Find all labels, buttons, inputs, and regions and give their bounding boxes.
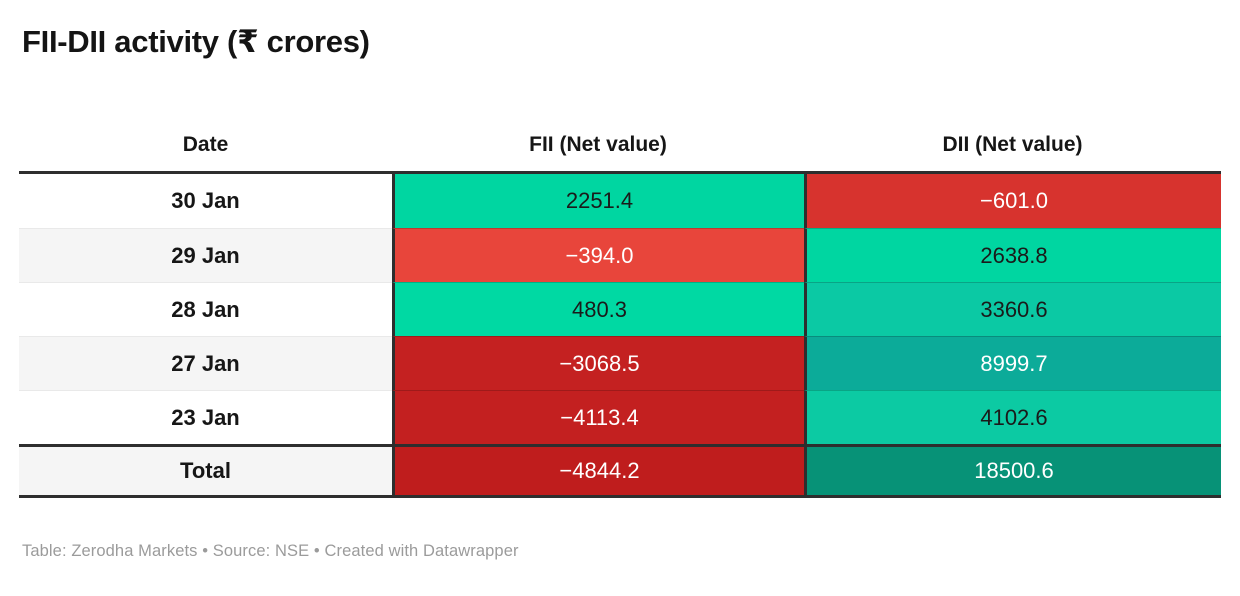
- fii-value-cell: 2251.4: [392, 174, 804, 228]
- dii-value-cell: 2638.8: [804, 228, 1221, 282]
- table-total-row: Total −4844.2 18500.6: [19, 444, 1221, 498]
- date-cell: 23 Jan: [19, 390, 392, 444]
- total-dii-cell: 18500.6: [804, 444, 1221, 498]
- fii-dii-table: Date FII (Net value) DII (Net value) 30 …: [19, 118, 1221, 498]
- dii-value-cell: −601.0: [804, 174, 1221, 228]
- column-header-date: Date: [19, 118, 392, 174]
- dii-value-cell: 8999.7: [804, 336, 1221, 390]
- table-row: 23 Jan −4113.4 4102.6: [19, 390, 1221, 444]
- total-label-cell: Total: [19, 444, 392, 498]
- table-row: 27 Jan −3068.5 8999.7: [19, 336, 1221, 390]
- table-row: 28 Jan 480.3 3360.6: [19, 282, 1221, 336]
- column-header-fii: FII (Net value): [392, 118, 804, 174]
- date-cell: 27 Jan: [19, 336, 392, 390]
- page-title: FII-DII activity (₹ crores): [22, 24, 370, 59]
- table-row: 30 Jan 2251.4 −601.0: [19, 174, 1221, 228]
- dii-value-cell: 3360.6: [804, 282, 1221, 336]
- total-fii-cell: −4844.2: [392, 444, 804, 498]
- table-header: Date FII (Net value) DII (Net value): [19, 118, 1221, 174]
- date-cell: 29 Jan: [19, 228, 392, 282]
- date-cell: 28 Jan: [19, 282, 392, 336]
- fii-value-cell: −394.0: [392, 228, 804, 282]
- column-header-dii: DII (Net value): [804, 118, 1221, 174]
- attribution-footer: Table: Zerodha Markets • Source: NSE • C…: [22, 542, 519, 560]
- dii-value-cell: 4102.6: [804, 390, 1221, 444]
- fii-value-cell: −4113.4: [392, 390, 804, 444]
- date-cell: 30 Jan: [19, 174, 392, 228]
- fii-value-cell: 480.3: [392, 282, 804, 336]
- table-row: 29 Jan −394.0 2638.8: [19, 228, 1221, 282]
- fii-value-cell: −3068.5: [392, 336, 804, 390]
